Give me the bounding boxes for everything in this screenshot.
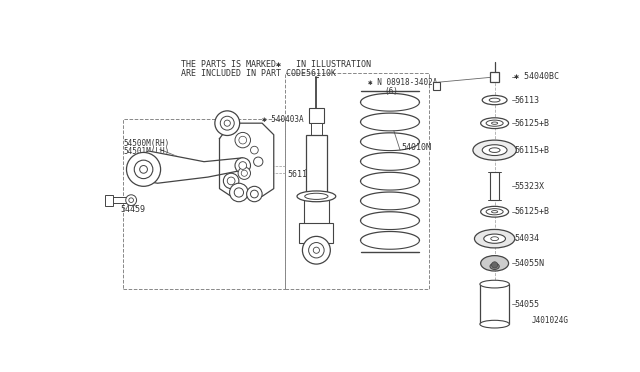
Text: 56125+B: 56125+B xyxy=(514,119,549,128)
Circle shape xyxy=(246,186,262,202)
Bar xyxy=(285,73,429,289)
Ellipse shape xyxy=(484,234,506,243)
Ellipse shape xyxy=(480,320,509,328)
Circle shape xyxy=(140,166,147,173)
Circle shape xyxy=(313,247,319,253)
Text: 55323X: 55323X xyxy=(514,182,544,191)
Text: 54459: 54459 xyxy=(120,205,145,214)
Text: 56125+B: 56125+B xyxy=(514,207,549,216)
Circle shape xyxy=(129,198,134,202)
Text: ✱ 54040BC: ✱ 54040BC xyxy=(514,73,559,81)
Circle shape xyxy=(227,177,235,185)
Ellipse shape xyxy=(481,206,509,217)
Text: J401024G: J401024G xyxy=(531,316,568,325)
Ellipse shape xyxy=(481,256,509,271)
Ellipse shape xyxy=(486,120,503,126)
Text: 54501M(LH): 54501M(LH) xyxy=(124,147,170,156)
Ellipse shape xyxy=(297,191,336,202)
Ellipse shape xyxy=(489,148,500,153)
Bar xyxy=(300,223,333,243)
Bar xyxy=(304,196,329,227)
Circle shape xyxy=(308,243,324,258)
Polygon shape xyxy=(143,151,246,183)
Text: ✱ 540403A: ✱ 540403A xyxy=(262,115,304,124)
Ellipse shape xyxy=(474,230,515,248)
Text: 54055N: 54055N xyxy=(514,259,544,268)
Ellipse shape xyxy=(482,96,507,105)
Bar xyxy=(105,195,113,206)
Bar xyxy=(480,284,509,324)
Ellipse shape xyxy=(482,145,507,155)
Text: 54055: 54055 xyxy=(514,299,539,309)
Bar xyxy=(111,197,132,203)
Text: 56110K: 56110K xyxy=(287,170,317,179)
Circle shape xyxy=(239,162,246,169)
Polygon shape xyxy=(220,123,274,196)
Text: (6): (6) xyxy=(385,87,399,96)
Ellipse shape xyxy=(491,237,499,241)
Text: 54034: 54034 xyxy=(514,234,539,243)
Text: 54010M: 54010M xyxy=(402,143,431,152)
Bar xyxy=(490,73,499,81)
Circle shape xyxy=(127,153,161,186)
Bar xyxy=(490,173,499,200)
Circle shape xyxy=(230,183,248,202)
Text: ✱ N 08918-3402A: ✱ N 08918-3402A xyxy=(368,78,438,87)
Circle shape xyxy=(250,146,259,154)
Bar xyxy=(305,135,327,196)
Ellipse shape xyxy=(492,122,498,124)
Circle shape xyxy=(134,160,153,179)
Ellipse shape xyxy=(481,118,509,129)
Bar xyxy=(308,108,324,123)
Bar xyxy=(123,119,285,289)
Circle shape xyxy=(303,236,330,264)
Circle shape xyxy=(220,116,234,130)
Circle shape xyxy=(224,120,230,126)
Circle shape xyxy=(250,190,259,198)
Ellipse shape xyxy=(305,193,328,199)
Circle shape xyxy=(492,262,498,268)
Circle shape xyxy=(253,157,263,166)
Circle shape xyxy=(125,195,136,206)
Circle shape xyxy=(215,111,239,135)
Text: 56113: 56113 xyxy=(514,96,539,105)
Text: 54500M(RH): 54500M(RH) xyxy=(124,139,170,148)
Ellipse shape xyxy=(480,280,509,288)
Circle shape xyxy=(223,173,239,189)
Circle shape xyxy=(238,167,250,179)
Text: 56115+B: 56115+B xyxy=(514,145,549,155)
Ellipse shape xyxy=(486,209,503,215)
Bar xyxy=(311,123,322,135)
Ellipse shape xyxy=(490,263,499,269)
Circle shape xyxy=(241,170,248,176)
Circle shape xyxy=(239,136,246,144)
Circle shape xyxy=(234,188,244,197)
Text: THE PARTS IS MARKED✱   IN ILLUSTRATION: THE PARTS IS MARKED✱ IN ILLUSTRATION xyxy=(180,60,371,69)
Ellipse shape xyxy=(473,140,516,160)
Circle shape xyxy=(235,158,250,173)
Circle shape xyxy=(235,132,250,148)
Ellipse shape xyxy=(492,211,498,213)
Text: ARE INCLUDED IN PART CODE56110K: ARE INCLUDED IN PART CODE56110K xyxy=(180,69,336,78)
Ellipse shape xyxy=(489,98,500,102)
Bar xyxy=(433,82,440,90)
